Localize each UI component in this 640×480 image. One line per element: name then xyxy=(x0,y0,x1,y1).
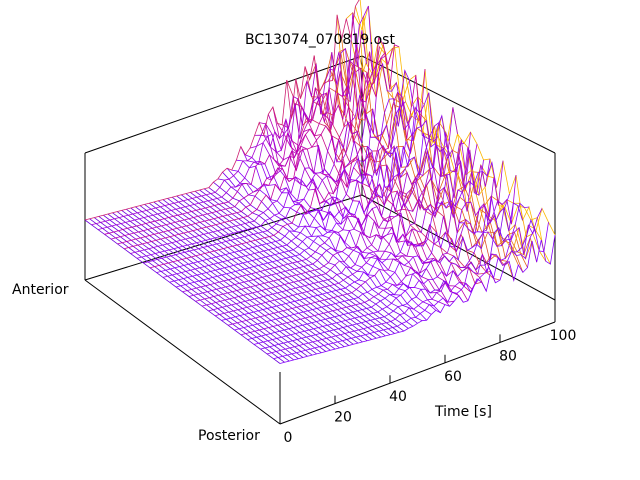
chart-title: BC13074_070819.ost xyxy=(245,32,395,48)
surface-col xyxy=(266,208,543,355)
surface-col xyxy=(240,175,517,336)
surface-col xyxy=(214,158,491,317)
surface-col xyxy=(234,193,510,331)
surface-col xyxy=(175,114,452,288)
surface-col xyxy=(91,12,367,226)
surface-col xyxy=(97,5,374,230)
surface-col xyxy=(260,218,536,350)
x-axis-label: Time [s] xyxy=(434,404,492,420)
surface-col xyxy=(84,0,360,221)
surface-col xyxy=(208,149,484,312)
surface-col xyxy=(156,96,432,273)
surface-mesh xyxy=(84,0,556,364)
y-label-posterior: Posterior xyxy=(198,428,260,444)
x-tick-label: 80 xyxy=(499,348,517,364)
surface-col xyxy=(104,44,380,235)
surface-col xyxy=(143,69,419,264)
surface-col xyxy=(273,222,549,360)
surface-col xyxy=(169,119,445,283)
surface-col xyxy=(110,54,387,240)
box-edge xyxy=(84,279,281,425)
surface-col xyxy=(130,62,406,254)
surface-col xyxy=(162,92,439,278)
y-label-anterior: Anterior xyxy=(12,282,69,298)
x-tick-label: 20 xyxy=(334,410,352,426)
x-tick-label: 60 xyxy=(444,369,462,385)
surface-col xyxy=(123,44,400,250)
surface-col xyxy=(182,107,458,293)
surface-col xyxy=(221,160,497,321)
box-edge xyxy=(361,55,556,154)
x-tick-label: 0 xyxy=(284,430,293,446)
box-edge xyxy=(279,321,556,425)
surface-col xyxy=(195,132,471,302)
x-ticks: 0 20 40 60 80 100 xyxy=(279,314,577,446)
surface-col xyxy=(247,202,523,340)
x-tick-label: 40 xyxy=(389,389,407,405)
x-tick-label: 100 xyxy=(550,328,577,344)
surface-col xyxy=(227,160,504,326)
surface-col xyxy=(279,234,556,364)
surface-row xyxy=(226,167,423,322)
